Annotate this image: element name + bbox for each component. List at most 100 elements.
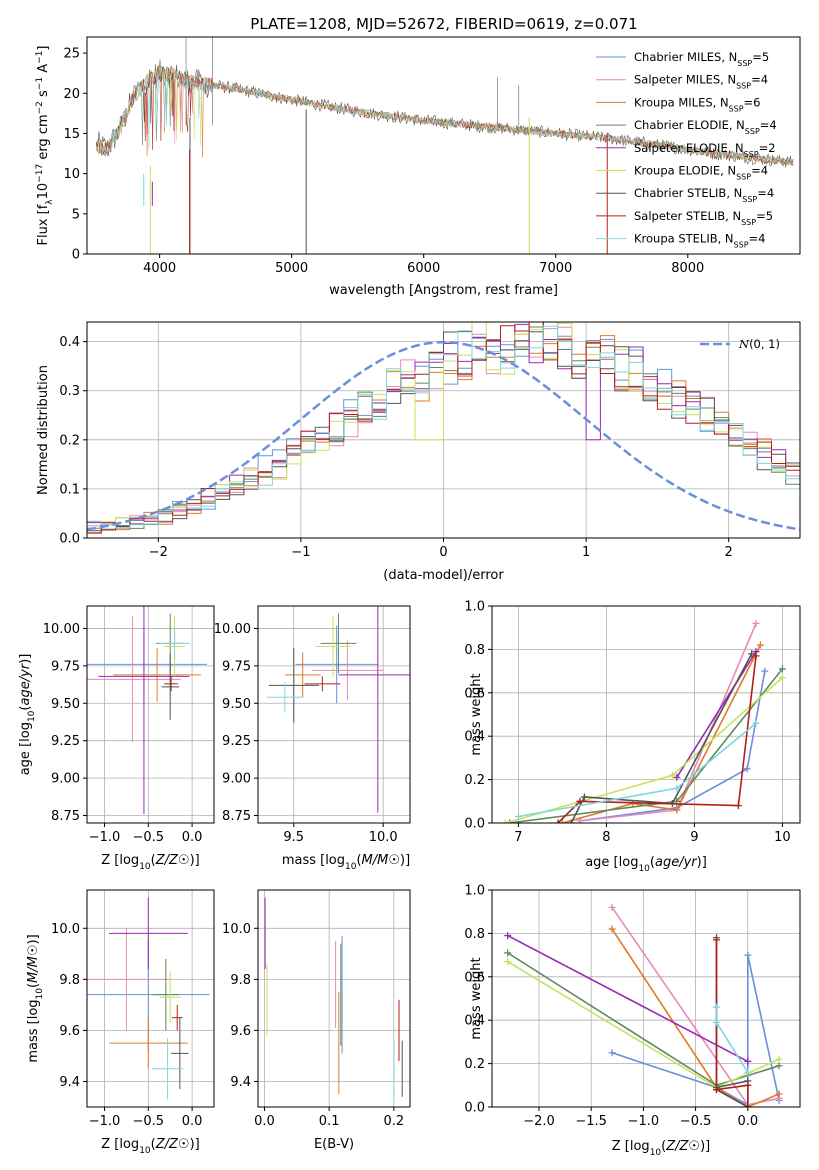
y-tick-label: 0.4 — [464, 730, 485, 745]
weight-series-line — [562, 644, 762, 823]
age-weight-plot-area — [501, 619, 786, 823]
y-tick-label: 25 — [63, 47, 80, 62]
legend-entry: Chabrier MILES, NSSP=5 — [634, 50, 769, 68]
weight-point-marker — [712, 1086, 720, 1094]
y-tick-label: 10.0 — [51, 922, 80, 937]
y-tick-label: 10.00 — [43, 622, 80, 637]
residual-histogram — [87, 322, 800, 529]
errorbar-point — [161, 653, 179, 720]
errorbar-point — [151, 1038, 184, 1100]
errorbar-point — [315, 616, 351, 677]
z-mass-xlabel: Z [log10(Z/Z☉)] — [101, 1137, 199, 1156]
errorbar-point — [338, 606, 410, 813]
x-tick-label: 2 — [725, 545, 733, 560]
x-tick-label: 8 — [602, 830, 610, 845]
z-weight-frame — [491, 889, 801, 1108]
weight-point-marker — [761, 667, 769, 675]
z-weight-plot-area — [504, 903, 783, 1107]
z-mass-axes: −1.0 −0.5 0.0 9.4 9.6 9.8 10.0 Z [log10(Z/Z☉)] m… — [26, 889, 215, 1156]
y-tick-label: 0.8 — [464, 643, 485, 658]
errorbar-point — [295, 625, 378, 704]
figure-title: PLATE=1208, MJD=52672, FIBERID=0619, z=0… — [250, 15, 637, 33]
errorbar-point — [152, 958, 179, 1031]
y-tick-label: 9.4 — [230, 1075, 251, 1090]
errorbar-point — [108, 897, 188, 970]
weight-point-marker — [712, 1018, 720, 1026]
y-tick-label: 0.4 — [464, 1014, 485, 1029]
z-age-ylabel: age [log10(age/yr)] — [18, 654, 37, 776]
residuals-ylabel: Normed distribution — [36, 365, 51, 495]
weight-point-marker — [775, 1055, 783, 1063]
errorbar-point — [98, 606, 190, 815]
y-tick-label: 10.00 — [214, 622, 251, 637]
weight-point-marker — [778, 665, 786, 673]
x-tick-label: 0.0 — [182, 1114, 203, 1129]
x-tick-label: −0.5 — [133, 1114, 165, 1129]
errorbar-point — [304, 676, 341, 692]
z-mass-ylabel: mass [log10(M/M☉)] — [26, 934, 45, 1062]
x-tick-label: 7 — [514, 830, 522, 845]
ebv-mass-frame — [257, 889, 411, 1108]
x-tick-label: 0.0 — [254, 1114, 275, 1129]
errorbar-point — [266, 682, 303, 713]
weight-point-marker — [506, 819, 514, 823]
weight-series-line — [611, 928, 780, 1107]
y-tick-label: 0.0 — [464, 1101, 485, 1116]
weight-point-marker — [673, 784, 681, 792]
y-tick-label: 9.8 — [230, 973, 251, 988]
residuals-axes: −2 −1 0 1 2 0.0 0.1 0.2 0.3 0.4 N(0, 1) (data-model… — [36, 321, 801, 583]
weight-point-marker — [756, 641, 764, 649]
y-tick-label: 1.0 — [464, 600, 485, 615]
x-tick-label: 6000 — [407, 261, 440, 276]
z-weight-ylabel: mass weight — [469, 957, 484, 1039]
y-tick-label: 0.2 — [59, 433, 80, 448]
weight-series-line — [715, 1007, 749, 1073]
y-tick-label: 0.0 — [464, 817, 485, 832]
y-tick-label: 0.0 — [59, 532, 80, 547]
weight-point-marker — [712, 936, 720, 944]
weight-point-marker — [752, 719, 760, 727]
errorbar-point — [268, 647, 319, 723]
errorbar-point — [159, 971, 181, 1023]
weight-point-marker — [673, 773, 681, 781]
legend-entry: Salpeter STELIB, NSSP=5 — [634, 209, 773, 227]
y-tick-label: 15 — [63, 127, 80, 142]
residual-histogram — [87, 323, 800, 529]
spectrum-ylabel: Flux [fλ10−17 erg cm−2 s−1 A−1] — [35, 46, 55, 246]
errorbar-point — [171, 1004, 183, 1031]
spectrum-xlabel: wavelength [Angstrom, rest frame] — [329, 283, 558, 298]
weight-point-marker — [744, 1081, 752, 1089]
ebv-mass-plot-area — [264, 897, 403, 1100]
x-tick-label: −1.0 — [89, 1114, 121, 1129]
weight-point-marker — [734, 802, 742, 810]
ebv-mass-axes: 0.0 0.1 0.2 9.4 9.6 9.8 10.0 E(B-V) — [222, 889, 411, 1152]
x-tick-label: −0.5 — [680, 1114, 712, 1129]
errorbar-point — [311, 640, 384, 701]
weight-point-marker — [580, 793, 588, 801]
age-weight-frame — [491, 605, 801, 824]
x-tick-label: −1.5 — [575, 1114, 607, 1129]
x-tick-label: −1.0 — [89, 830, 121, 845]
z-age-plot-area — [87, 606, 207, 815]
weight-point-marker — [778, 674, 786, 682]
y-tick-label: 8.75 — [51, 809, 80, 824]
y-tick-label: 9.00 — [51, 772, 80, 787]
errorbar-point — [87, 928, 171, 1031]
y-tick-label: 8.75 — [222, 809, 251, 824]
x-tick-label: 1 — [582, 545, 590, 560]
x-tick-label: −1 — [291, 545, 310, 560]
y-tick-label: 10 — [63, 167, 80, 182]
legend-entry: Kroupa STELIB, NSSP=4 — [634, 232, 765, 250]
y-tick-label: 9.75 — [222, 659, 251, 674]
weight-point-marker — [608, 925, 616, 933]
y-tick-label: 9.25 — [222, 734, 251, 749]
y-tick-label: 0.4 — [59, 335, 80, 350]
weight-point-marker — [576, 797, 584, 805]
weight-series-line — [507, 934, 749, 1063]
x-tick-label: 9.5 — [283, 830, 304, 845]
legend-entry: Salpeter ELODIE, NSSP=2 — [634, 141, 776, 159]
y-tick-label: 9.8 — [59, 973, 80, 988]
mass-age-axes: 9.5 10.0 8.75 9.00 9.25 9.50 9.75 10.00 mass [lo… — [214, 605, 411, 872]
weight-series-line — [509, 668, 784, 823]
residual-histogram — [87, 325, 800, 529]
